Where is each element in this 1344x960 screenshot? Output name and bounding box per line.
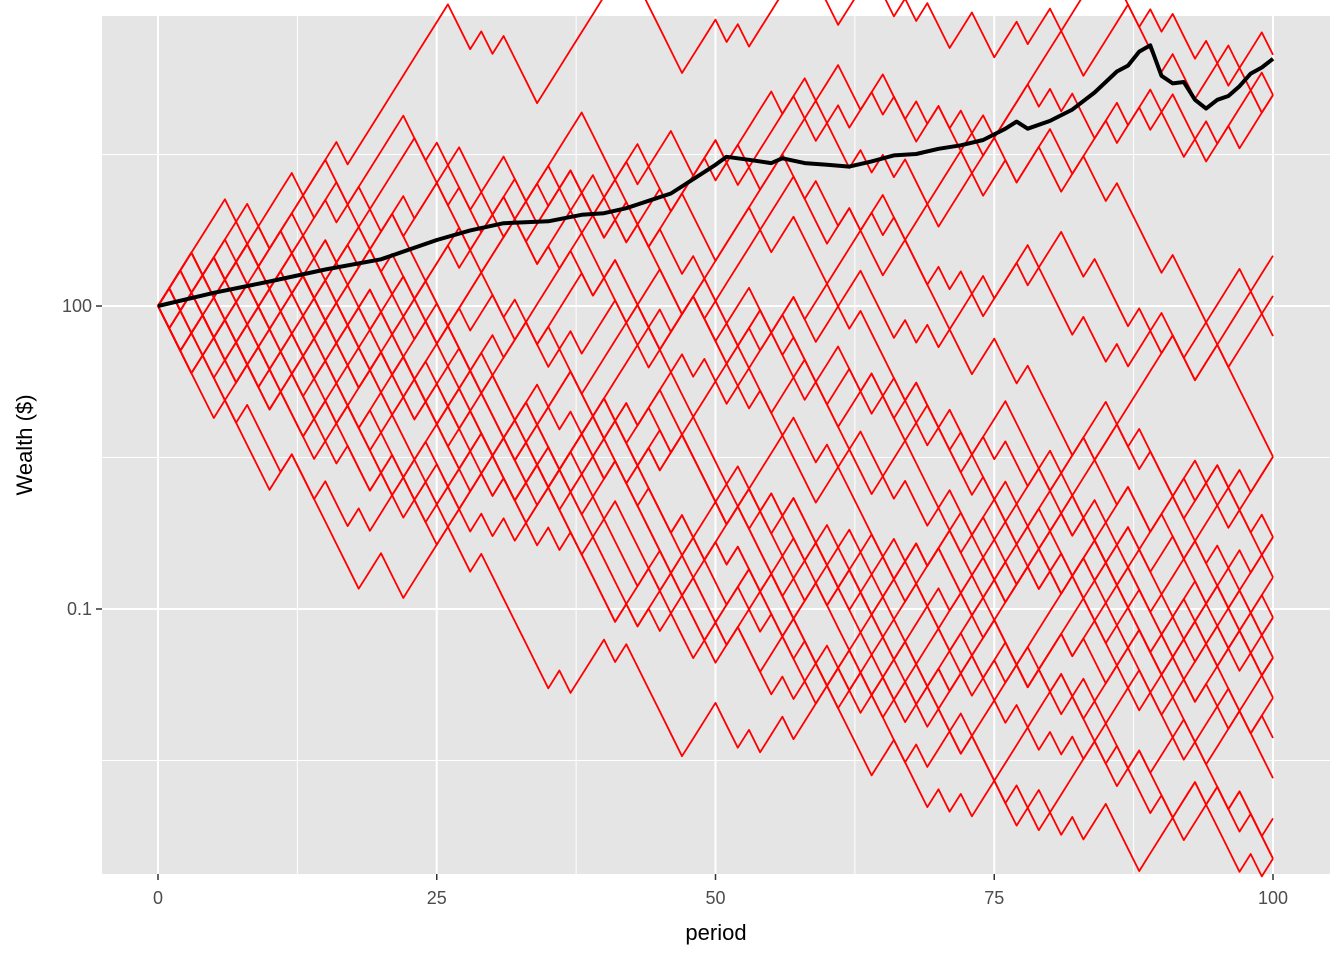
y-axis-ticks: 0.1 100 <box>62 296 102 619</box>
x-tick-label: 100 <box>1258 888 1288 908</box>
mean-line-layer <box>157 43 1275 308</box>
random-walk-paths <box>157 0 1274 878</box>
x-tick-label: 50 <box>705 888 725 908</box>
wealth-path <box>157 64 1274 312</box>
grid-major <box>102 16 1330 874</box>
y-tick-label: 100 <box>62 296 92 316</box>
wealth-path <box>157 287 1274 714</box>
wealth-path <box>157 0 1274 307</box>
wealth-path <box>157 305 1274 661</box>
x-tick-label: 0 <box>153 888 163 908</box>
wealth-path <box>157 251 1274 658</box>
wealth-path <box>157 305 1274 872</box>
y-axis-title: Wealth ($) <box>12 394 37 495</box>
x-axis-title: period <box>685 920 746 945</box>
wealth-path <box>157 158 1274 699</box>
x-tick-label: 25 <box>427 888 447 908</box>
mean-wealth-line <box>157 43 1275 308</box>
y-tick-label: 0.1 <box>67 599 92 619</box>
x-axis-ticks: 0 25 50 75 100 <box>153 874 1288 908</box>
wealth-path <box>157 169 1274 368</box>
x-tick-label: 75 <box>984 888 1004 908</box>
wealth-path <box>157 238 1274 766</box>
